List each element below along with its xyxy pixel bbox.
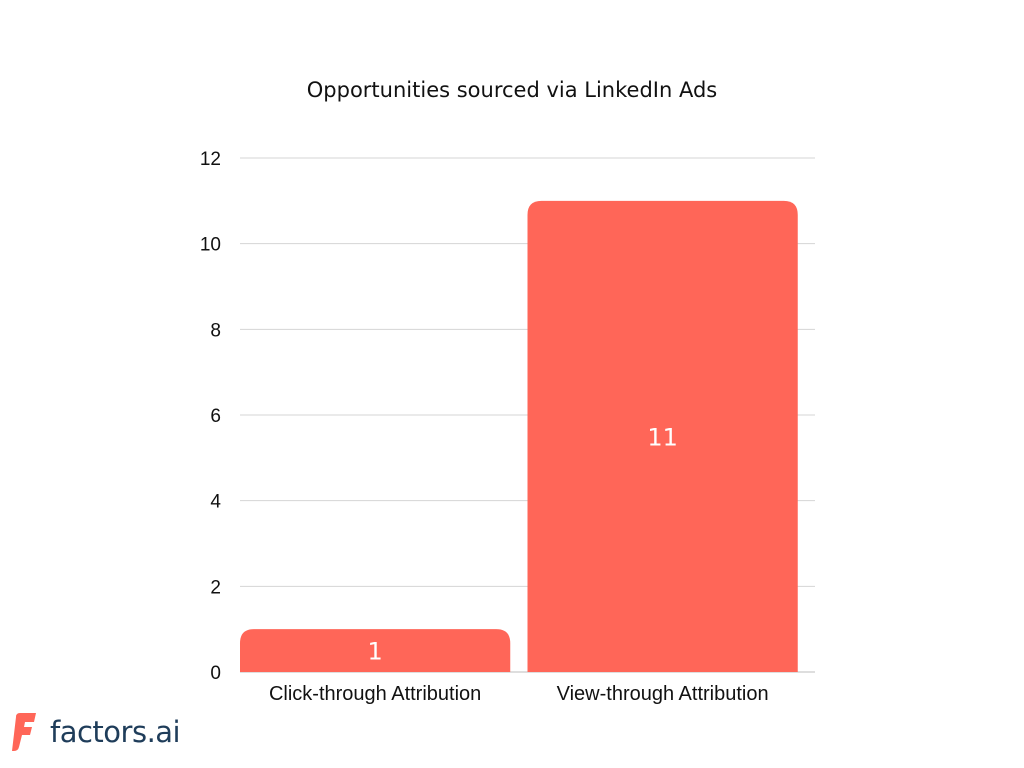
bar-value-label: 1	[367, 638, 382, 666]
x-category-label: View-through Attribution	[557, 683, 769, 705]
y-tick-label: 4	[210, 492, 221, 513]
brand-name: factors.ai	[50, 715, 181, 749]
labels: 0 2 4 6 8 10 12 1 Click-through Attribution 11 Vie…	[200, 149, 769, 705]
y-tick-label: 12	[200, 149, 221, 170]
brand-logo: factors.ai	[12, 712, 181, 752]
bar-1	[240, 629, 511, 672]
y-tick-label: 10	[200, 235, 221, 256]
bar-2	[527, 200, 798, 673]
bar-value-label: 11	[647, 423, 678, 451]
y-tick-label: 2	[210, 577, 221, 598]
y-tick-label: 8	[210, 320, 221, 341]
chart-title: Opportunities sourced via LinkedIn Ads	[306, 78, 718, 102]
y-tick-label: 6	[210, 406, 221, 427]
factors-logo-icon	[12, 713, 36, 751]
y-tick-label: 0	[210, 663, 221, 684]
x-category-label: Click-through Attribution	[269, 683, 481, 705]
bars	[240, 200, 798, 673]
